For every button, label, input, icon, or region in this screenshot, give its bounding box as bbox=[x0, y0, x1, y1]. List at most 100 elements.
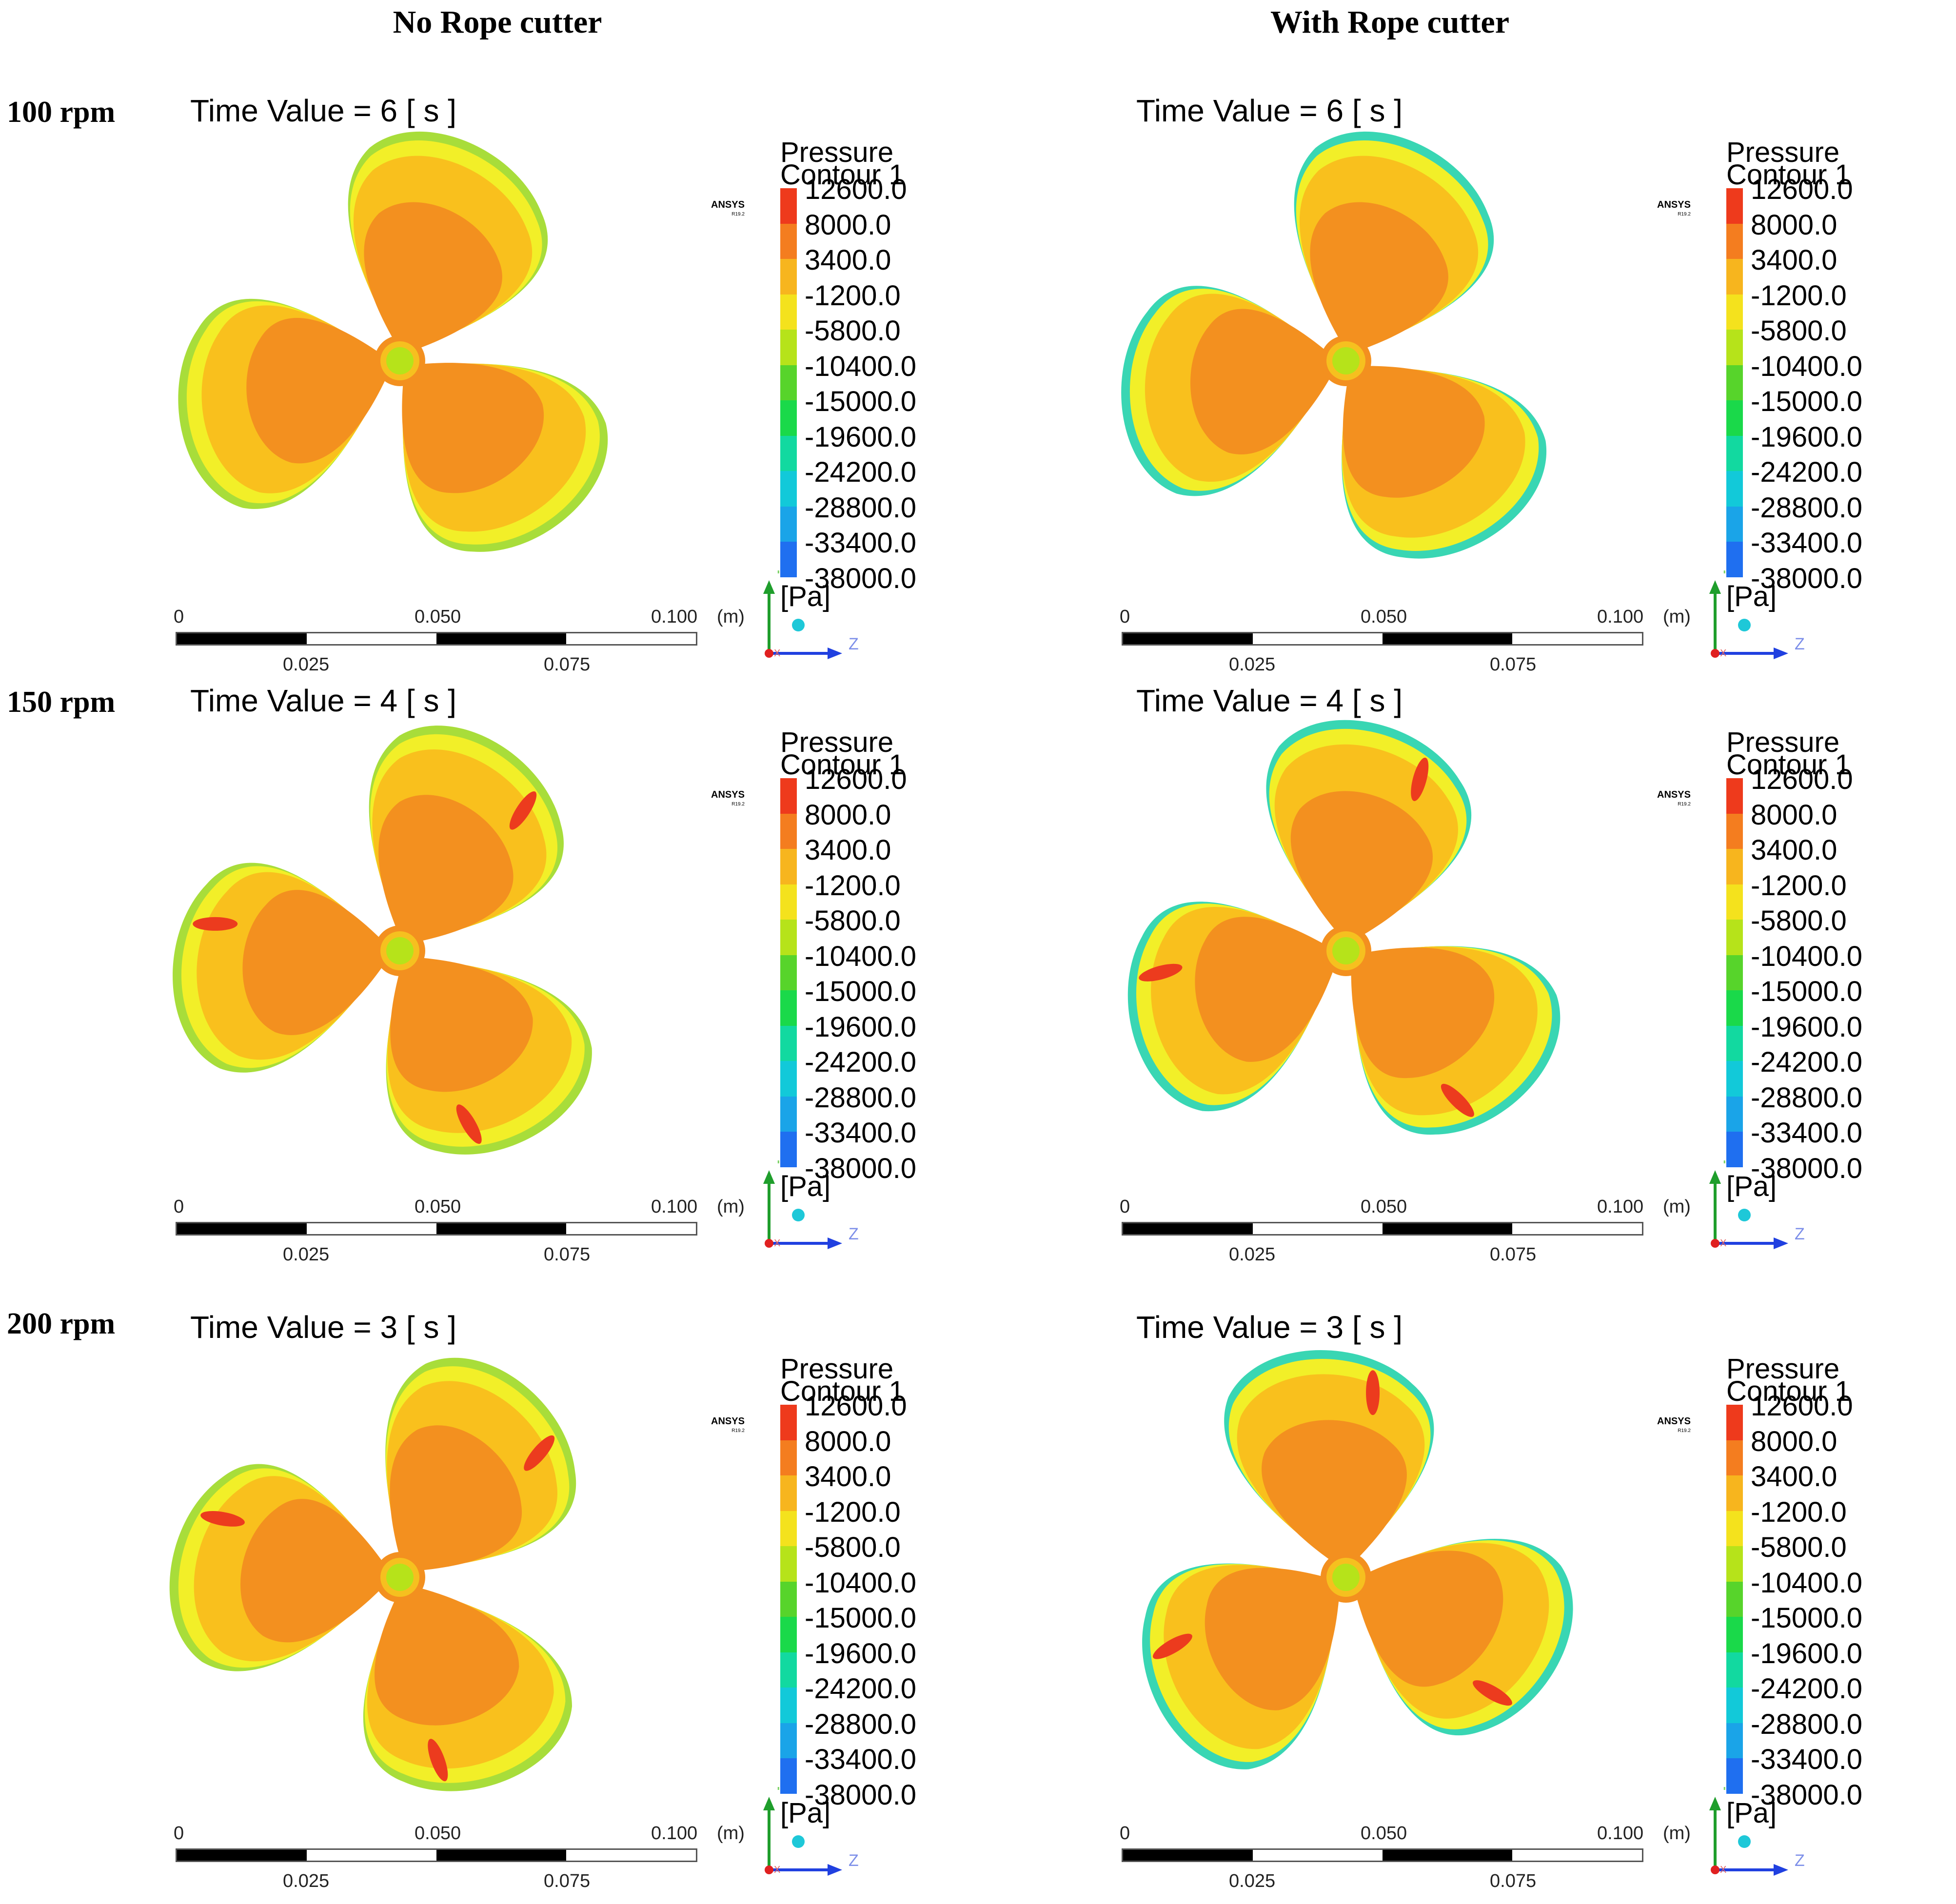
legend-value: -33400.0 bbox=[805, 1744, 916, 1775]
legend-subtitle: Contour 1 bbox=[780, 749, 905, 781]
legend-color-band bbox=[1726, 223, 1743, 259]
legend-color-band bbox=[1726, 990, 1743, 1026]
legend-value: -33400.0 bbox=[805, 1117, 916, 1149]
legend-color-band bbox=[1726, 1652, 1743, 1688]
svg-text:X: X bbox=[1720, 1238, 1726, 1249]
legend-value: -28800.0 bbox=[805, 1081, 916, 1114]
axis-triad: Y Z X bbox=[1704, 1149, 1812, 1258]
ansys-logo: ANSYS R19.2 bbox=[1657, 1416, 1691, 1433]
legend-value: -38000.0 bbox=[805, 1152, 916, 1184]
row-label-150rpm: 150 rpm bbox=[7, 686, 116, 719]
legend-value: -24200.0 bbox=[805, 456, 916, 488]
legend-value: -5800.0 bbox=[805, 315, 901, 347]
legend-title: Pressure bbox=[1726, 726, 1840, 758]
legend-value: -15000.0 bbox=[1751, 1602, 1862, 1634]
legend-value: 3400.0 bbox=[1751, 1461, 1837, 1492]
legend-color-band bbox=[780, 1688, 797, 1723]
legend-color-band bbox=[1726, 920, 1743, 955]
legend-title: Pressure bbox=[780, 726, 894, 758]
axis-triad: Y Z X bbox=[758, 559, 866, 668]
legend-color-band bbox=[780, 1025, 797, 1061]
ansys-logo: ANSYS R19.2 bbox=[711, 199, 745, 217]
legend-color-band bbox=[780, 884, 797, 920]
legend-color-band bbox=[1726, 813, 1743, 849]
axis-triad: Y Z X bbox=[1704, 1775, 1812, 1884]
legend-value: 12600.0 bbox=[1751, 1390, 1853, 1422]
legend-value: -10400.0 bbox=[1751, 940, 1862, 972]
legend-value: -15000.0 bbox=[805, 386, 916, 417]
high-pressure-spot bbox=[1152, 1633, 1192, 1659]
legend-value: -15000.0 bbox=[805, 976, 916, 1007]
column-heading-with-rope-cutter: With Rope cutter bbox=[1270, 4, 1510, 40]
legend-value: -19600.0 bbox=[1751, 421, 1862, 453]
legend-color-band bbox=[780, 1475, 797, 1511]
legend-color-band bbox=[780, 1581, 797, 1617]
legend-color-bar bbox=[1726, 188, 1743, 578]
axis-triad-icon: Y Z X bbox=[763, 1149, 859, 1249]
high-pressure-spot bbox=[428, 1739, 448, 1782]
high-pressure-spot bbox=[200, 1511, 245, 1527]
legend-value: -19600.0 bbox=[1751, 1637, 1862, 1669]
propeller-pressure-contour bbox=[1093, 1307, 1590, 1802]
legend-value: -24200.0 bbox=[805, 1673, 916, 1705]
legend-color-band bbox=[1726, 1758, 1743, 1794]
high-pressure-spot bbox=[1441, 1083, 1474, 1117]
legend-value: -19600.0 bbox=[805, 421, 916, 453]
contour-panel-row1-no-cutter: Time Value = 6 [ s ] Pressure Contour 1 … bbox=[29, 83, 985, 687]
legend-color-band bbox=[780, 990, 797, 1026]
svg-text:Y: Y bbox=[773, 1787, 784, 1794]
legend-title: Pressure bbox=[780, 1353, 894, 1385]
legend-value: -28800.0 bbox=[805, 491, 916, 524]
legend-color-bar bbox=[1726, 778, 1743, 1168]
axis-triad: Y Z X bbox=[758, 1775, 866, 1884]
legend-color-band bbox=[780, 1652, 797, 1688]
legend-color-band bbox=[780, 1723, 797, 1759]
legend-value: -1200.0 bbox=[805, 279, 901, 312]
svg-text:Z: Z bbox=[849, 1225, 859, 1243]
svg-text:Z: Z bbox=[1795, 1851, 1805, 1870]
legend-subtitle: Contour 1 bbox=[780, 159, 905, 191]
legend-value: -38000.0 bbox=[1751, 1152, 1862, 1184]
svg-text:Y: Y bbox=[773, 1160, 784, 1167]
time-value-title: Time Value = 6 [ s ] bbox=[190, 93, 456, 128]
legend-color-bar bbox=[780, 1405, 797, 1794]
legend-value: -10400.0 bbox=[1751, 350, 1862, 382]
legend-color-bar bbox=[780, 778, 797, 1168]
legend-color-band bbox=[780, 920, 797, 955]
time-value-title: Time Value = 4 [ s ] bbox=[1136, 683, 1403, 718]
legend-value: 3400.0 bbox=[805, 834, 891, 866]
high-pressure-spot bbox=[1473, 1680, 1512, 1706]
legend-subtitle: Contour 1 bbox=[1726, 749, 1851, 781]
legend-color-band bbox=[780, 849, 797, 884]
svg-text:X: X bbox=[774, 648, 780, 659]
pressure-legend: Pressure Contour 1 12600.0 8000.0 3400.0 -1… bbox=[780, 138, 927, 612]
legend-color-band bbox=[780, 542, 797, 578]
pressure-legend: Pressure Contour 1 12600.0 8000.0 3400.0 -1… bbox=[780, 1353, 927, 1829]
legend-color-band bbox=[1726, 1132, 1743, 1168]
legend-value: -1200.0 bbox=[1751, 1496, 1847, 1528]
legend-value: -33400.0 bbox=[1751, 1117, 1862, 1149]
legend-value: -19600.0 bbox=[805, 1011, 916, 1043]
legend-color-band bbox=[1726, 365, 1743, 401]
legend-value: -19600.0 bbox=[805, 1637, 916, 1669]
row-label-100rpm: 100 rpm bbox=[7, 96, 116, 129]
legend-color-band bbox=[1726, 435, 1743, 471]
legend-color-band bbox=[1726, 1511, 1743, 1547]
legend-value: -38000.0 bbox=[805, 562, 916, 594]
legend-value: -10400.0 bbox=[805, 1567, 916, 1599]
legend-color-band bbox=[1726, 1025, 1743, 1061]
svg-text:Z: Z bbox=[1795, 1225, 1805, 1243]
legend-color-band bbox=[780, 365, 797, 401]
scale-bar: 0 0.050 0.100 (m) 0.025 0.075 bbox=[174, 607, 745, 675]
legend-unit: [Pa] bbox=[1726, 1171, 1777, 1202]
legend-color-band bbox=[1726, 955, 1743, 991]
legend-color-band bbox=[1726, 1440, 1743, 1476]
legend-value: 8000.0 bbox=[805, 1425, 891, 1457]
high-pressure-spot bbox=[193, 917, 238, 931]
legend-color-band bbox=[780, 1546, 797, 1582]
legend-value: -15000.0 bbox=[1751, 976, 1862, 1007]
high-pressure-spot bbox=[509, 791, 537, 830]
svg-text:X: X bbox=[774, 1865, 780, 1875]
legend-color-band bbox=[780, 330, 797, 365]
legend-color-band bbox=[780, 1440, 797, 1476]
